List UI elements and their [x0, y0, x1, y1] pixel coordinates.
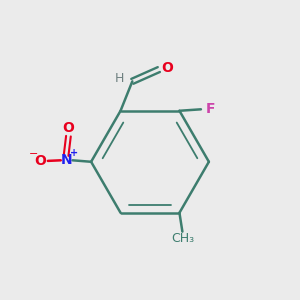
Text: O: O — [62, 121, 74, 135]
Text: −: − — [28, 149, 38, 159]
Text: CH₃: CH₃ — [171, 232, 194, 245]
Text: N: N — [60, 153, 72, 167]
Text: +: + — [70, 148, 78, 158]
Text: F: F — [206, 102, 215, 116]
Text: O: O — [34, 154, 46, 168]
Text: H: H — [114, 73, 124, 85]
Text: O: O — [161, 61, 173, 75]
